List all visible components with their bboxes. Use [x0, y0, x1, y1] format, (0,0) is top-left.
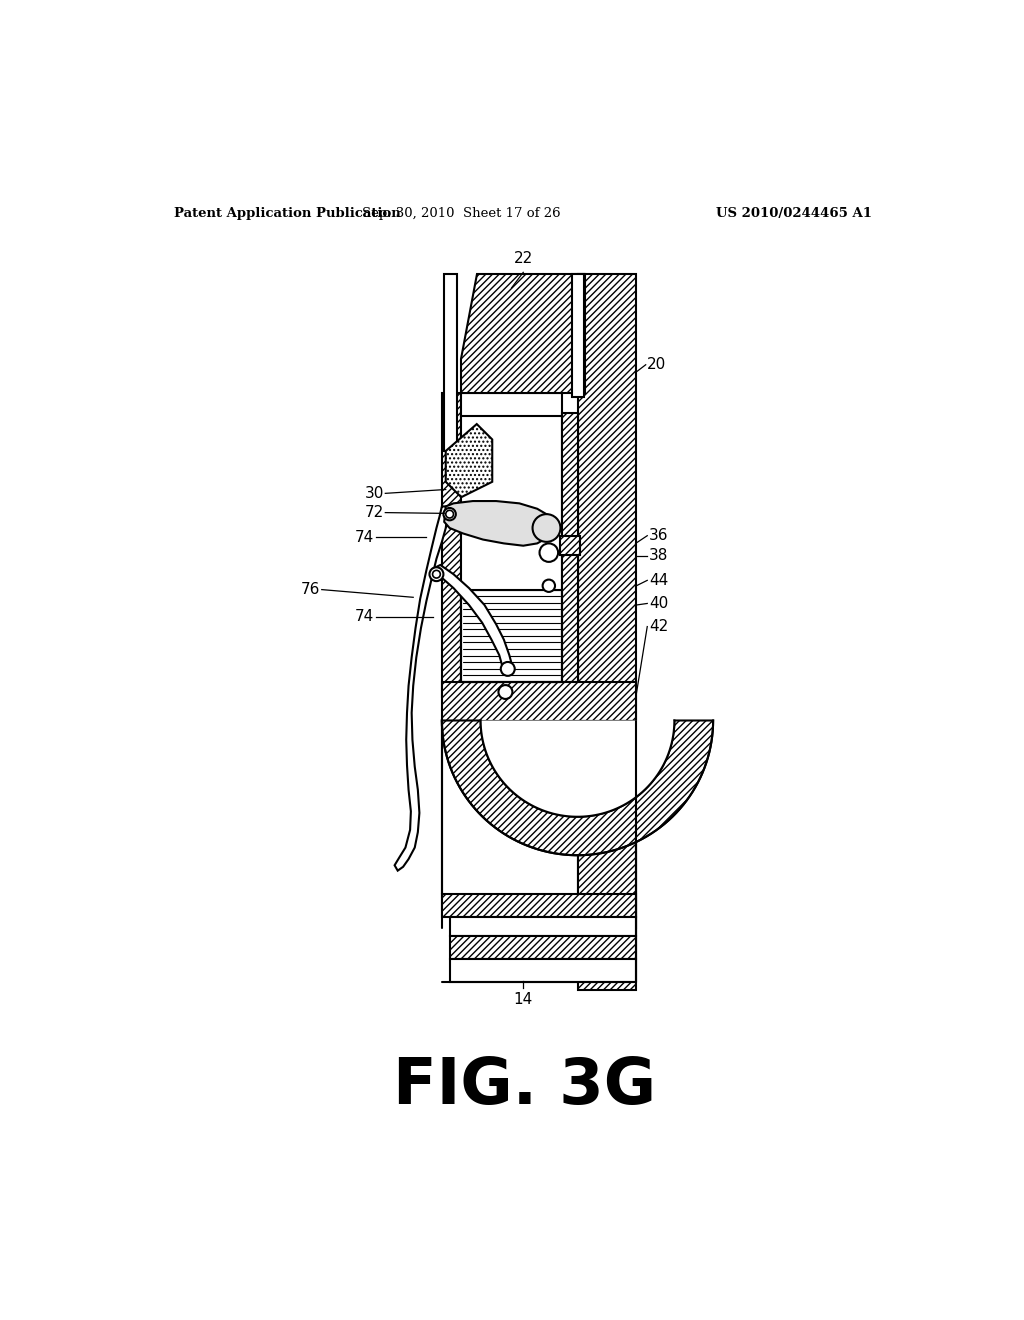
Polygon shape [450, 917, 636, 936]
Circle shape [443, 508, 456, 520]
Text: 72: 72 [365, 506, 384, 520]
Text: 36: 36 [649, 528, 669, 544]
Text: FIG. 3G: FIG. 3G [393, 1055, 656, 1117]
Polygon shape [394, 507, 447, 871]
Polygon shape [450, 960, 636, 982]
Polygon shape [432, 565, 512, 673]
Polygon shape [444, 275, 457, 451]
Text: 14: 14 [514, 991, 532, 1007]
Circle shape [432, 570, 440, 578]
Polygon shape [461, 275, 586, 393]
Text: 40: 40 [649, 595, 668, 611]
Text: 44: 44 [649, 573, 668, 587]
Text: 30: 30 [365, 486, 384, 500]
Circle shape [532, 513, 560, 543]
Text: US 2010/0244465 A1: US 2010/0244465 A1 [716, 207, 872, 220]
Circle shape [499, 685, 512, 700]
Text: Patent Application Publication: Patent Application Publication [174, 207, 401, 220]
Polygon shape [572, 275, 585, 397]
Circle shape [445, 511, 454, 517]
Text: 76: 76 [301, 582, 321, 597]
Text: 42: 42 [649, 619, 668, 634]
Polygon shape [442, 894, 636, 917]
Text: 38: 38 [649, 548, 669, 564]
Polygon shape [442, 393, 461, 697]
Circle shape [543, 579, 555, 591]
Polygon shape [562, 412, 578, 682]
Text: 74: 74 [355, 609, 375, 624]
Circle shape [429, 568, 443, 581]
Polygon shape [442, 682, 636, 721]
Polygon shape [444, 502, 553, 545]
Text: 22: 22 [514, 251, 532, 267]
Polygon shape [578, 275, 636, 928]
Polygon shape [445, 424, 493, 498]
Circle shape [501, 663, 515, 676]
Text: 20: 20 [647, 358, 667, 372]
Text: Sep. 30, 2010  Sheet 17 of 26: Sep. 30, 2010 Sheet 17 of 26 [361, 207, 560, 220]
Polygon shape [480, 721, 675, 817]
Polygon shape [578, 721, 636, 990]
Polygon shape [461, 393, 562, 416]
Polygon shape [560, 536, 580, 554]
Text: 74: 74 [355, 529, 375, 545]
Circle shape [540, 544, 558, 562]
Polygon shape [442, 721, 713, 855]
Polygon shape [450, 936, 636, 960]
Polygon shape [461, 412, 562, 682]
